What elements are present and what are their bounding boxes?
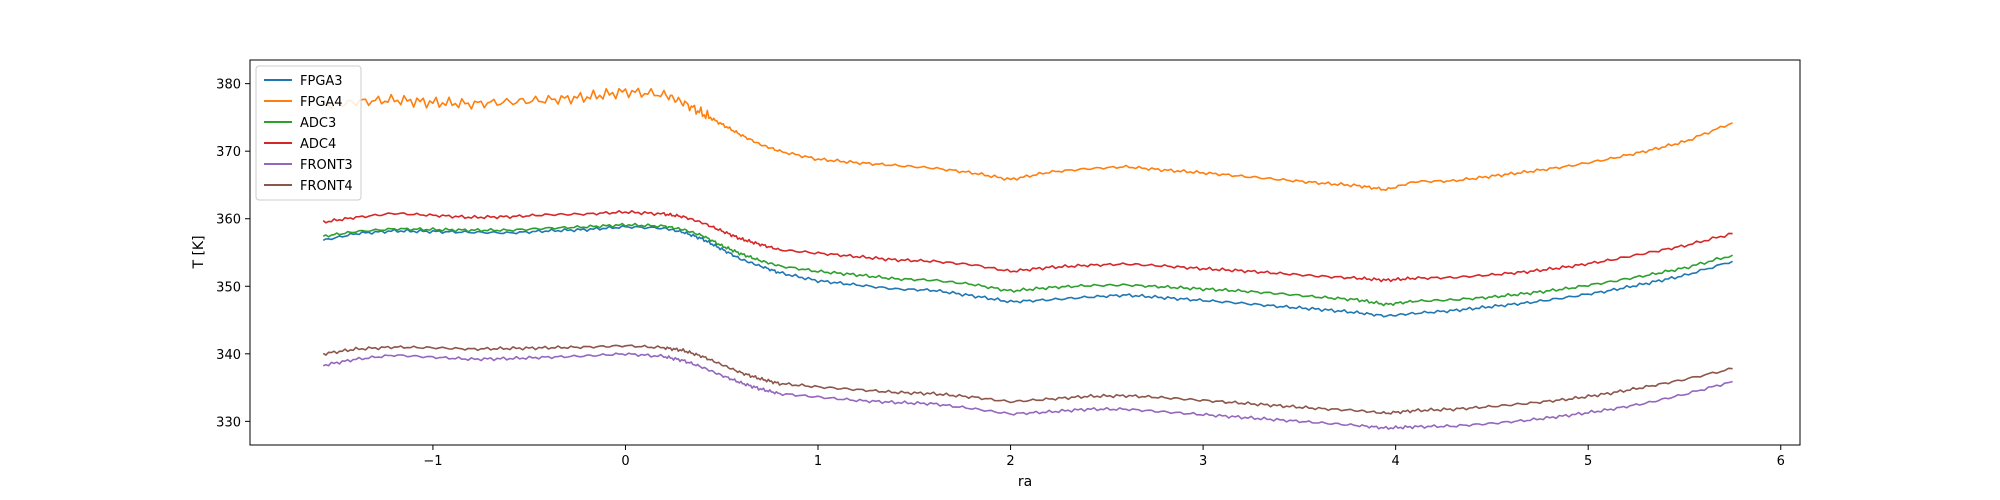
y-axis-label: T [K]	[191, 235, 207, 269]
legend: FPGA3 FPGA4 ADC3 ADC4 FRONT3 FRONT4	[255, 65, 362, 201]
series-line-fpga3	[322, 225, 1733, 318]
x-tick-label: 5	[1584, 454, 1592, 469]
y-tick-label: 330	[216, 415, 241, 430]
series-line-adc3	[322, 222, 1733, 307]
legend-label-fpga3: FPGA3	[300, 74, 343, 89]
plot-area	[250, 60, 1800, 445]
legend-box	[255, 65, 362, 201]
x-tick-label: 0	[621, 454, 629, 469]
y-tick-label: 380	[216, 78, 241, 93]
series-line-adc4	[322, 210, 1733, 283]
y-tick-label: 350	[216, 280, 241, 295]
legend-label-adc4: ADC4	[300, 137, 336, 152]
legend-label-adc3: ADC3	[300, 116, 336, 131]
series-line-fpga4	[322, 87, 1733, 191]
x-tick-label: 4	[1392, 454, 1400, 469]
legend-label-front4: FRONT4	[300, 179, 353, 194]
x-tick-label: 3	[1199, 454, 1207, 469]
x-tick-label: 1	[814, 454, 822, 469]
y-tick-label: 340	[216, 348, 241, 363]
plot-frame	[249, 59, 1801, 446]
x-tick-label: −1	[423, 454, 442, 469]
x-tick-label: 2	[1006, 454, 1014, 469]
legend-label-front3: FRONT3	[300, 158, 353, 173]
x-axis-label: ra	[1018, 474, 1032, 490]
y-axis: 330 340 350 360 370 380	[216, 78, 250, 430]
y-tick-label: 360	[216, 213, 241, 228]
x-tick-label: 6	[1777, 454, 1785, 469]
legend-label-fpga4: FPGA4	[300, 95, 343, 110]
series-line-front4	[322, 344, 1733, 415]
series-line-front3	[322, 352, 1733, 430]
series-layer	[322, 87, 1733, 430]
x-axis: −1 0 1 2 3 4 5 6	[423, 445, 1785, 469]
y-tick-label: 370	[216, 145, 241, 160]
